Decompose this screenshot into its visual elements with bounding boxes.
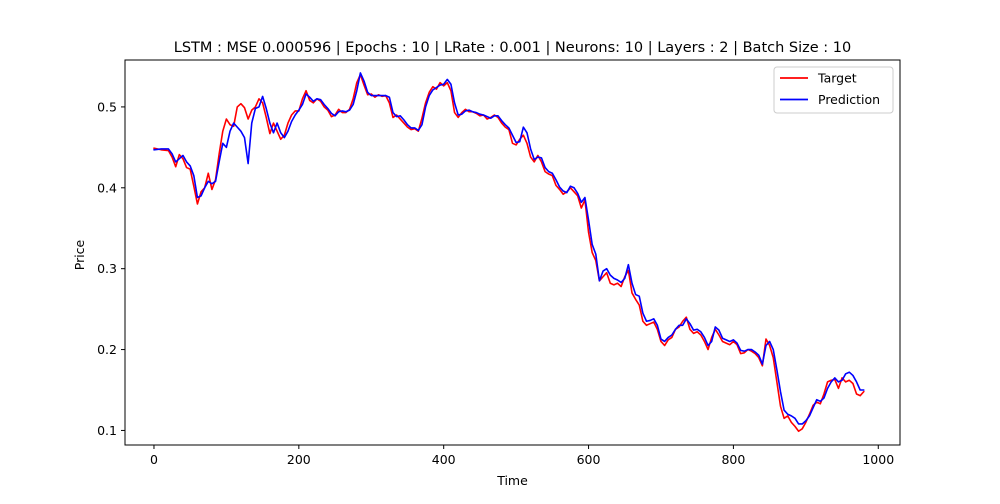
x-tick-label: 400	[432, 452, 456, 467]
y-axis-label: Price	[72, 239, 87, 270]
x-tick-label: 1000	[862, 452, 894, 467]
x-tick-label: 600	[577, 452, 601, 467]
x-tick-label: 0	[150, 452, 158, 467]
y-tick-label: 0.3	[97, 261, 117, 276]
series-line-prediction	[153, 72, 865, 425]
y-axis-ticks: 0.1 0.2 0.3 0.4 0.5	[97, 99, 125, 438]
legend: Target Prediction	[773, 66, 894, 114]
y-tick-label: 0.1	[97, 423, 117, 438]
y-tick-label: 0.2	[97, 342, 117, 357]
x-axis-ticks: 0 200 400 600 800 1000	[150, 445, 894, 467]
plot-area	[125, 60, 900, 445]
legend-label-prediction: Prediction	[818, 92, 880, 107]
chart-title: LSTM : MSE 0.000596 | Epochs : 10 | LRat…	[174, 40, 851, 56]
x-tick-label: 800	[721, 452, 745, 467]
x-axis-label: Time	[496, 473, 528, 488]
series-layer	[153, 72, 865, 433]
legend-label-target: Target	[817, 71, 857, 86]
y-tick-label: 0.4	[97, 180, 117, 195]
x-tick-label: 200	[287, 452, 311, 467]
y-tick-label: 0.5	[97, 99, 117, 114]
plot-frame	[124, 59, 901, 446]
